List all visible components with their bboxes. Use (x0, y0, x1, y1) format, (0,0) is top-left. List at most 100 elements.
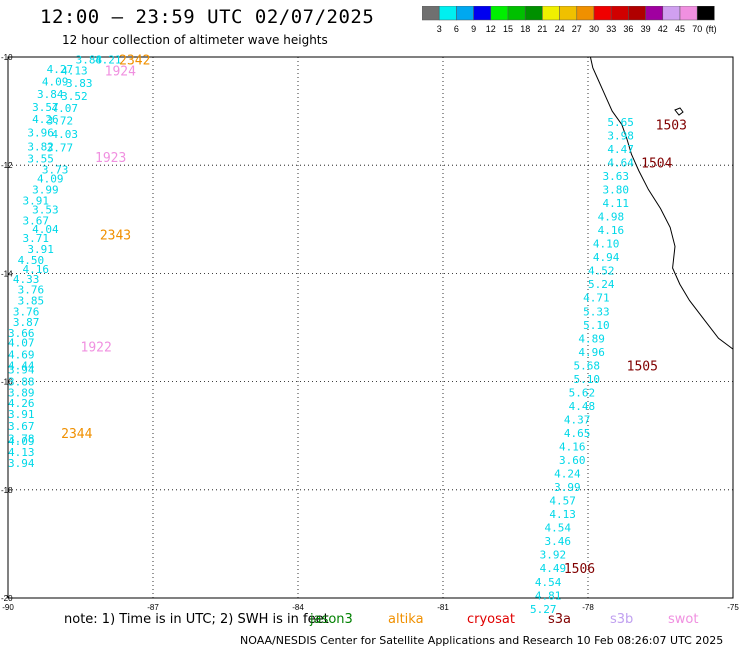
wave-height-label-west: 4.03 (52, 128, 79, 141)
wave-height-label-west: 4.09 (8, 435, 35, 448)
wave-height-label-east: 4.71 (583, 292, 610, 305)
wave-height-label-east: 4.98 (598, 211, 625, 224)
wave-height-label-east: 4.16 (598, 224, 625, 237)
wave-height-label-west: 3.76 (13, 305, 40, 318)
wave-height-label-west: 3.87 (13, 316, 40, 329)
x-tick-label: -78 (582, 603, 594, 612)
wave-height-label-west: 4.69 (8, 349, 35, 362)
wave-height-label-east: 4.64 (607, 156, 634, 169)
wave-height-label-west: 3.91 (27, 243, 54, 256)
wave-height-label-east: 4.65 (564, 427, 591, 440)
y-tick-label: -20 (1, 594, 13, 603)
colorbar-tick-label: 70 (692, 24, 702, 34)
wave-height-label-west: 3.96 (27, 127, 54, 140)
wave-height-label-east: 4.37 (564, 413, 591, 426)
wave-height-label-east: 4.11 (603, 197, 630, 210)
footnote: note: 1) Time is in UTC; 2) SWH is in fe… (64, 612, 335, 627)
wave-height-label-east: 4.89 (578, 332, 605, 345)
wave-height-label-west: 3.55 (27, 153, 54, 166)
y-tick-label: -14 (1, 269, 13, 278)
wave-height-label-west: 3.77 (47, 141, 74, 154)
satellite-legend-s3b: s3b (610, 612, 634, 627)
wave-height-label-east: 5.33 (583, 305, 610, 318)
wave-height-label-west: 3.91 (23, 194, 50, 207)
pass-time-label: 1506 (564, 562, 595, 577)
wave-height-label-east: 3.63 (603, 170, 630, 183)
wave-height-label-west: 3.99 (32, 184, 59, 197)
x-tick-label: -87 (147, 603, 159, 612)
pass-time-label: 1505 (627, 359, 658, 374)
wave-height-label-east: 4.96 (578, 346, 605, 359)
wave-height-label-west: 4.09 (42, 75, 68, 88)
wave-height-label-east: 3.46 (545, 535, 572, 548)
satellite-legend-s3a: s3a (548, 612, 572, 627)
satellite-legend-jason3: jason3 (310, 612, 353, 627)
colorbar-tick-label: 24 (555, 24, 565, 34)
wave-height-label-west: 4.07 (8, 337, 35, 350)
wave-height-label-west: 4.09 (37, 173, 64, 186)
colorbar-tick-label: 30 (589, 24, 599, 34)
wave-height-label-east: 4.52 (588, 265, 615, 278)
page-title: 12:00 – 23:59 UTC 02/07/2025 (40, 6, 375, 28)
wave-height-label-east: 3.60 (559, 454, 586, 467)
satellite-legend-cryosat: cryosat (467, 612, 515, 627)
satellite-legend-altika: altika (388, 612, 424, 627)
coastline (589, 56, 734, 350)
wave-height-label-east: 4.54 (535, 576, 562, 589)
wave-height-label-east: 4.57 (549, 495, 576, 508)
pass-time-label: 2344 (61, 427, 92, 442)
y-tick-label: -18 (1, 486, 13, 495)
wave-height-label-east: 4.24 (554, 468, 581, 481)
x-tick-label: -81 (437, 603, 449, 612)
wave-height-label-east: 5.62 (569, 386, 596, 399)
satellite-legend-swot: swot (668, 612, 699, 627)
wave-height-label-east: 4.47 (607, 143, 634, 156)
wave-height-label-east: 3.99 (554, 481, 581, 494)
wave-height-label-west: 3.84 (37, 88, 64, 101)
wave-height-label-west: 3.72 (47, 114, 74, 127)
wave-height-label-west: 3.73 (42, 164, 68, 177)
wave-height-label-east: 4.16 (559, 441, 586, 454)
wave-height-label-east: 5.10 (574, 373, 601, 386)
wave-height-label-west: 3.76 (18, 284, 44, 297)
wave-height-label-west: 3.88 (76, 54, 103, 67)
wave-height-label-west: 3.94 (8, 364, 35, 377)
colorbar-tick-label: 3 (437, 24, 442, 34)
colorbar-swatch (696, 6, 715, 21)
colorbar-tick-label: 15 (503, 24, 513, 34)
x-tick-label: -75 (727, 603, 739, 612)
colorbar-tick-label: 39 (641, 24, 651, 34)
y-tick-label: -10 (1, 53, 13, 62)
colorbar-legend: 3 6 9 12 15 18 21 24 27 30 33 36 39 42 45 70 (ft) (422, 6, 717, 34)
wave-height-label-west: 4.16 (23, 263, 50, 276)
wave-height-label-west: 3.57 (32, 101, 59, 114)
x-tick-label: -90 (2, 603, 14, 612)
colorbar-tick-label: 18 (520, 24, 530, 34)
wave-height-label-east: 4.48 (569, 400, 596, 413)
page-subtitle: 12 hour collection of altimeter wave hei… (62, 33, 328, 47)
colorbar-unit: (ft) (706, 24, 717, 34)
wave-height-label-west: 4.13 (8, 446, 35, 459)
colorbar-tick-label: 27 (572, 24, 582, 34)
wave-height-label-west: 3.85 (18, 294, 44, 307)
wave-height-label-west: 3.78 (8, 432, 35, 445)
wave-height-label-west: 4.50 (18, 254, 44, 267)
wave-height-label-west: 3.53 (32, 204, 59, 217)
wave-height-label-east: 4.94 (593, 251, 620, 264)
pass-time-label: 2343 (100, 228, 131, 243)
wave-height-label-west: 4.21 (95, 54, 122, 67)
wave-height-label-east: 5.27 (530, 603, 557, 616)
wave-height-label-east: 4.13 (549, 508, 576, 521)
pass-time-label: 1923 (95, 151, 126, 166)
wave-height-label-west: 3.67 (23, 214, 50, 227)
island-outline (674, 107, 684, 116)
wave-height-label-west: 4.44 (8, 359, 35, 372)
colorbar-tick-label: 21 (537, 24, 547, 34)
wave-height-label-east: 4.49 (540, 562, 567, 575)
wave-height-label-west: 3.89 (8, 386, 35, 399)
colorbar-tick-label: 12 (486, 24, 496, 34)
y-tick-label: -12 (1, 161, 13, 170)
wave-height-label-west: 4.07 (52, 102, 79, 115)
colorbar-tick-label: 36 (623, 24, 633, 34)
note-text: note: 1) Time is in UTC; 2) SWH is in fe… (64, 612, 329, 627)
